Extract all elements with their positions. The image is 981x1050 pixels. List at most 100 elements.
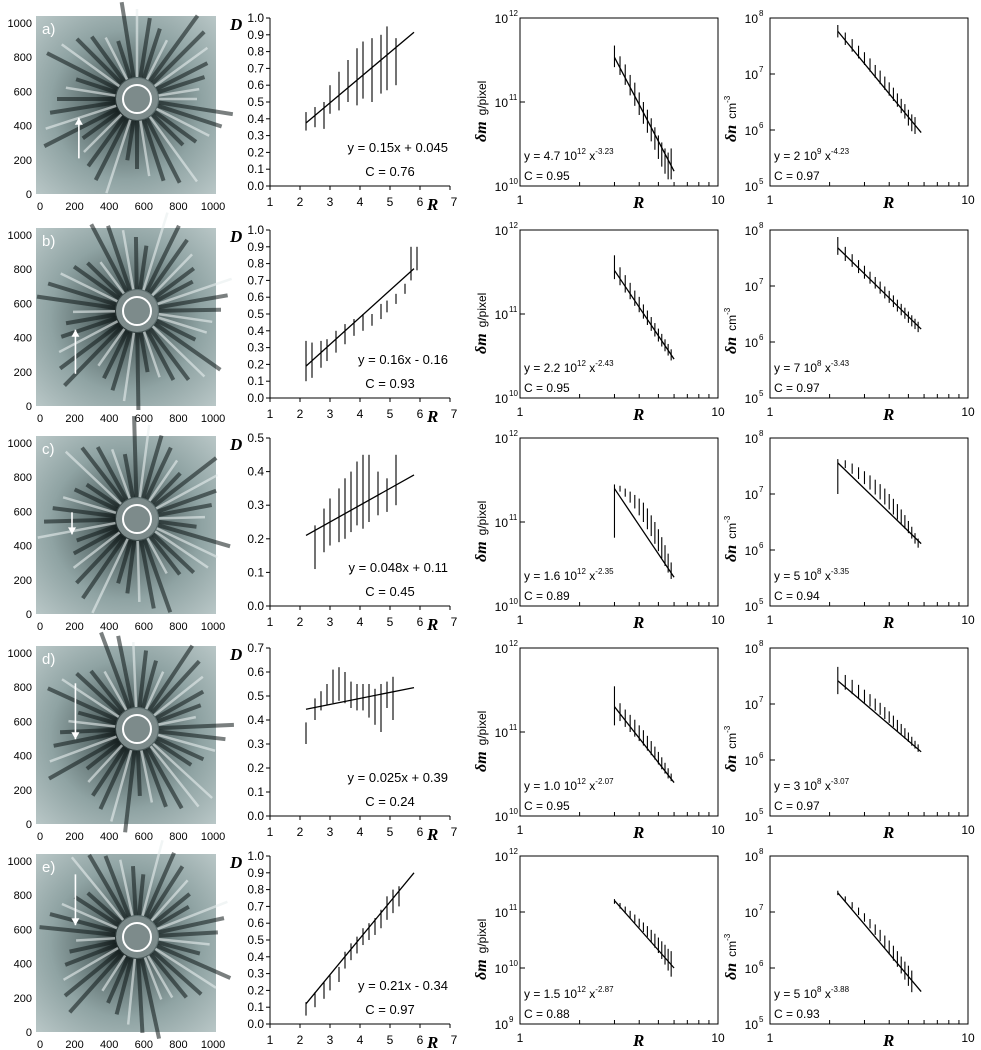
x-tick-label: 1 [267, 825, 274, 839]
y-tick-label: 0.4 [247, 950, 264, 964]
ray [158, 722, 234, 731]
ray [135, 750, 142, 797]
ray [83, 113, 123, 153]
fit-equation-base: y = 5 10 [774, 987, 817, 1001]
y-tick-label: 10 [495, 1018, 509, 1032]
x-tick-label: 7 [451, 407, 458, 421]
ray [64, 450, 122, 505]
y-axis-unit: g/pixel [475, 919, 489, 954]
x-tick-label: 4 [357, 1033, 364, 1047]
ray [156, 107, 210, 137]
x-tick-label: 2 [297, 825, 304, 839]
arrow-head-icon [68, 527, 76, 535]
x-tick-label: 1 [267, 407, 274, 421]
x-tick-label: 10 [961, 405, 975, 419]
ray [103, 855, 131, 918]
ray [91, 538, 129, 614]
ray [85, 482, 120, 509]
x-axis-label: R [882, 1031, 894, 1050]
x-tick-label: 1 [767, 1031, 774, 1045]
y-axis-label: D [229, 15, 242, 34]
ray [47, 686, 118, 722]
fit-equation-power: -4.23 [831, 147, 850, 156]
y-tick-exponent: 6 [759, 751, 764, 760]
ray [76, 936, 116, 942]
y-tick-label: 0.5 [247, 689, 264, 703]
y-tick-label: 10 [745, 12, 759, 26]
ray [91, 746, 127, 797]
image-ytick-label: 600 [14, 924, 32, 936]
correlation-coefficient: C = 0.93 [774, 1007, 820, 1021]
ray [154, 46, 209, 88]
correlation-coefficient: C = 0.95 [524, 381, 570, 395]
ray [141, 28, 162, 79]
plot-frame [769, 229, 969, 399]
fit-equation-exponent: 12 [577, 567, 586, 576]
image-ytick-label: 600 [14, 298, 32, 310]
x-tick-label: 5 [387, 825, 394, 839]
ray [156, 944, 232, 980]
y-tick-label: 0.5 [247, 95, 264, 109]
y-axis-unit: cm [725, 103, 739, 119]
ray [158, 729, 226, 742]
ray [156, 703, 202, 724]
y-tick-label: 10 [495, 600, 509, 614]
fit-equation-exponent: 9 [817, 147, 822, 156]
ray [148, 14, 200, 83]
ray [122, 332, 136, 402]
ray [60, 272, 118, 303]
y-tick-label: 0.9 [247, 240, 264, 254]
ray [144, 851, 176, 918]
ray [154, 905, 190, 928]
chart-a-D: 0.0 0.1 0.2 0.3 0.4 0.5 0.6 0.7 0.8 0.9 1.0 1 2 3 4 5 6 7… [229, 11, 458, 214]
ray [140, 750, 154, 803]
ray [103, 670, 128, 711]
image-panel-0: 0 200 400 600 800 1000 0 200 400 600 800 1000 a) [8, 1, 234, 213]
ray [153, 675, 204, 717]
image-ytick-label: 600 [14, 506, 32, 518]
y-tick-exponent: 8 [759, 847, 764, 856]
y-axis-unit: cm [725, 315, 739, 331]
correlation-coefficient: C = 0.76 [365, 164, 415, 179]
ray [141, 839, 164, 917]
y-tick-label: 10 [745, 1018, 759, 1032]
ray [99, 631, 132, 710]
ray [154, 947, 217, 989]
y-axis-unit: cm [725, 941, 739, 957]
ray [145, 39, 169, 80]
x-tick-label: 6 [417, 1033, 424, 1047]
fit-equation-power: -2.87 [595, 985, 614, 994]
ray [157, 103, 223, 129]
fit-equation: y = 4.7 1012 x-3.23 [524, 147, 614, 163]
ray [98, 748, 130, 810]
y-axis-unit: cm [725, 733, 739, 749]
ray [152, 892, 191, 925]
ray [62, 496, 117, 514]
image-ytick-label: 600 [14, 86, 32, 98]
fit-equation-power: -3.07 [831, 777, 850, 786]
y-tick-exponent: 5 [759, 1015, 764, 1024]
x-tick-label: 6 [417, 195, 424, 209]
fit-equation: y = 1.6 1012 x-2.35 [524, 567, 614, 583]
ray [81, 536, 127, 600]
ray [148, 238, 189, 295]
image-xtick-label: 800 [169, 413, 187, 425]
ray [89, 223, 129, 293]
y-tick-label: 10 [495, 224, 509, 238]
x-tick-label: 7 [451, 825, 458, 839]
fit-equation: y = 0.21x - 0.34 [358, 978, 448, 993]
image-xtick-label: 600 [135, 1039, 153, 1050]
y-tick-exponent: 7 [759, 695, 764, 704]
correlation-coefficient: C = 0.24 [365, 794, 415, 809]
ray [145, 671, 165, 710]
y-tick-label: 0.7 [247, 641, 264, 655]
x-tick-label: 5 [387, 195, 394, 209]
correlation-coefficient: C = 0.89 [524, 589, 570, 603]
fit-equation-base: y = 1.0 10 [524, 779, 577, 793]
y-tick-exponent: 5 [759, 807, 764, 816]
fit-equation: y = 2.2 1012 x-2.43 [524, 359, 614, 375]
ray [137, 650, 149, 708]
fit-line [613, 270, 675, 360]
fit-equation: y = 0.16x - 0.16 [358, 352, 448, 367]
correlation-coefficient: C = 0.45 [365, 584, 415, 599]
